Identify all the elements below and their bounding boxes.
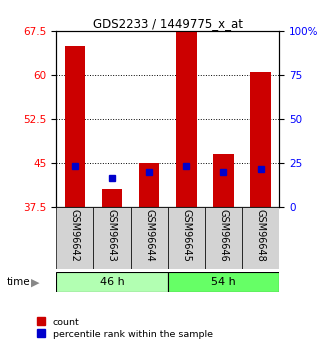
Text: 54 h: 54 h (211, 277, 236, 286)
Bar (168, 207, 205, 269)
Bar (205, 207, 242, 269)
Bar (102, 189, 122, 207)
Bar (56, 272, 168, 292)
Bar (176, 31, 196, 207)
Bar (250, 72, 271, 207)
Text: GSM96645: GSM96645 (181, 209, 191, 262)
Bar (242, 207, 279, 269)
Text: 46 h: 46 h (100, 277, 124, 286)
Title: GDS2233 / 1449775_x_at: GDS2233 / 1449775_x_at (93, 17, 243, 30)
Bar (65, 46, 85, 207)
Text: GSM96646: GSM96646 (219, 209, 229, 262)
Text: GSM96643: GSM96643 (107, 209, 117, 262)
Bar (131, 207, 168, 269)
Text: GSM96642: GSM96642 (70, 209, 80, 262)
Text: ▶: ▶ (31, 278, 40, 287)
Bar (139, 163, 159, 207)
Bar (93, 207, 131, 269)
Bar (56, 207, 93, 269)
Legend: count, percentile rank within the sample: count, percentile rank within the sample (37, 317, 213, 338)
Text: GSM96644: GSM96644 (144, 209, 154, 262)
Bar (168, 272, 279, 292)
Bar (213, 154, 234, 207)
Text: GSM96648: GSM96648 (256, 209, 266, 262)
Text: time: time (6, 277, 30, 286)
